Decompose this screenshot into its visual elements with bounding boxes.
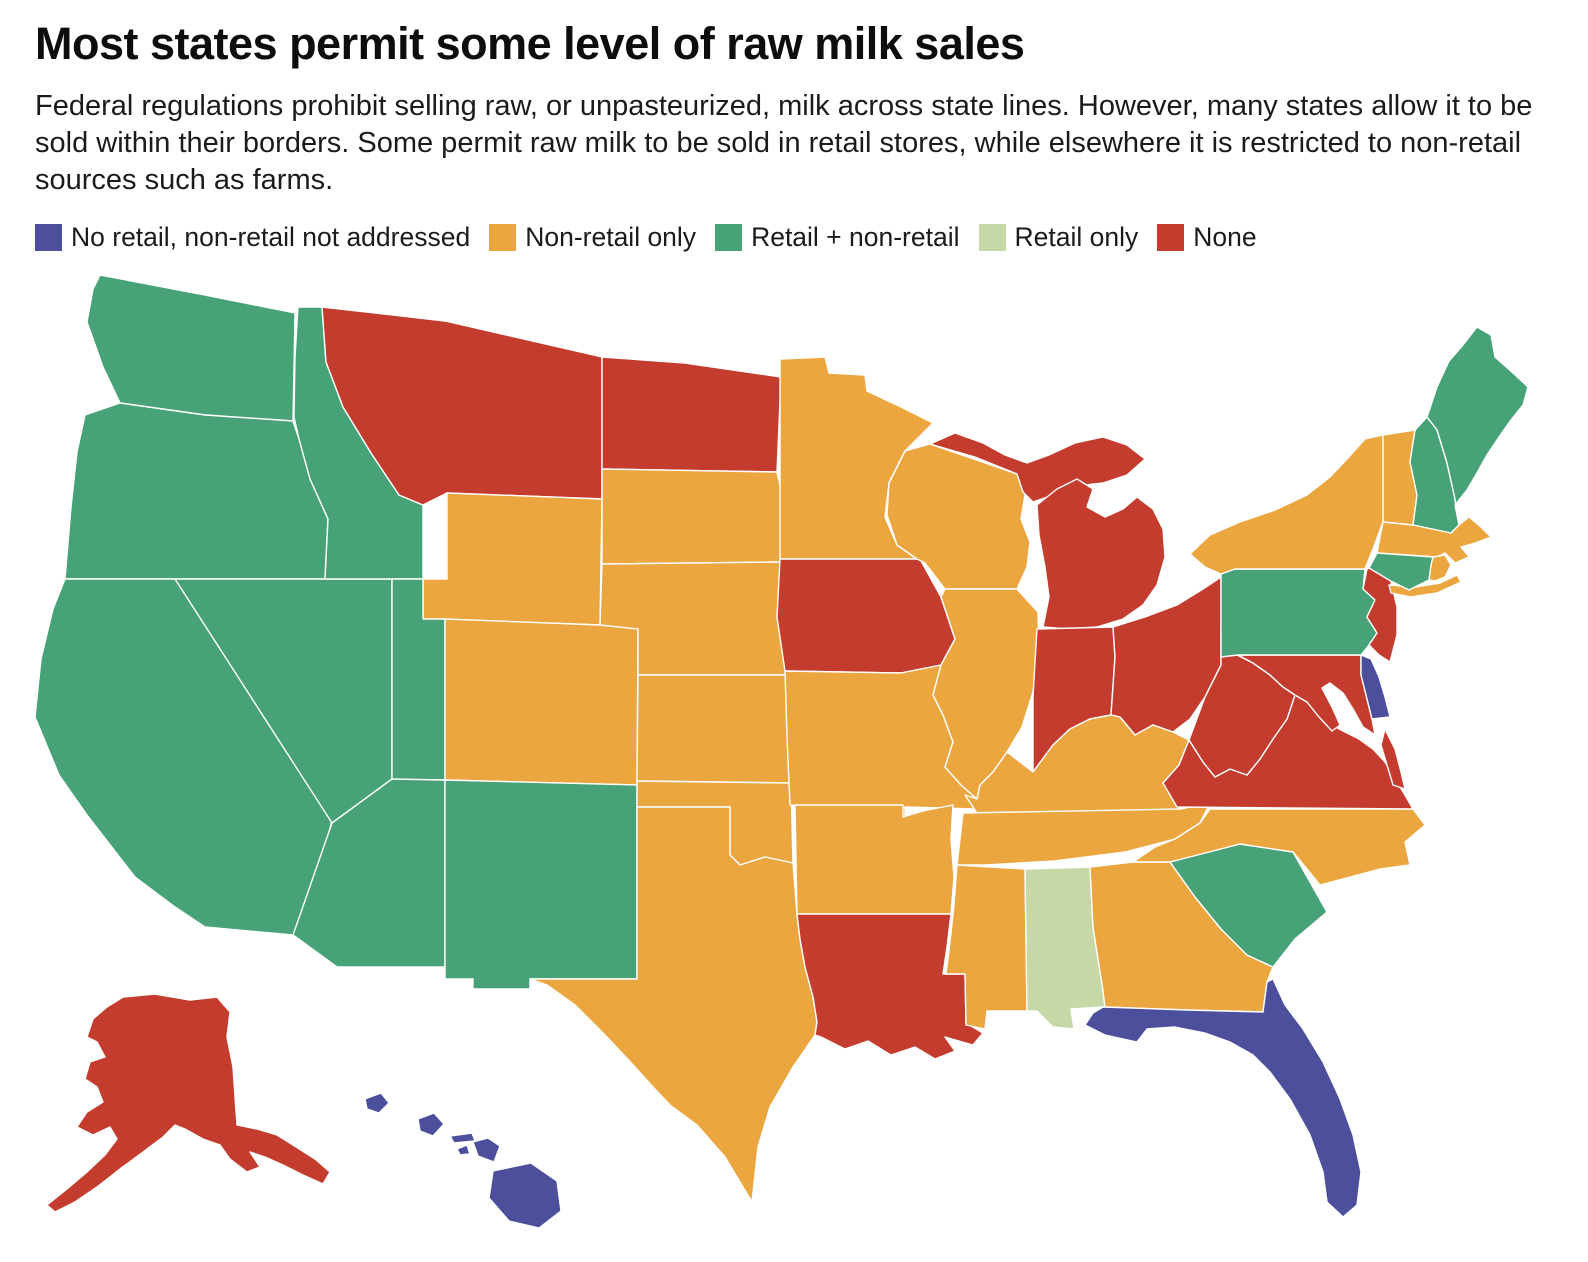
legend-item-retail-plus-non-retail: Retail + non-retail — [715, 222, 960, 253]
state-washington — [86, 274, 296, 422]
state-alaska — [46, 993, 331, 1213]
legend-item-no-retail-not-addressed: No retail, non-retail not addressed — [35, 222, 470, 253]
state-vermont — [1382, 429, 1418, 526]
page-title: Most states permit some level of raw mil… — [35, 18, 1025, 69]
state-michigan-upper-peninsula — [929, 432, 1146, 503]
legend-item-none: None — [1157, 222, 1257, 253]
state-north-dakota — [601, 356, 782, 473]
legend-label: Retail only — [1014, 222, 1139, 252]
state-wyoming — [422, 492, 603, 626]
state-new-york — [1189, 434, 1384, 575]
us-choropleth-map — [25, 267, 1588, 1257]
legend-label: Non-retail only — [525, 222, 697, 252]
state-virginia-eastern-shore — [1380, 728, 1406, 790]
state-arkansas — [794, 804, 955, 915]
state-hawaii-maui — [472, 1137, 501, 1163]
raw-milk-map-page: Most states permit some level of raw mil… — [0, 18, 1588, 1262]
state-montana — [321, 306, 603, 506]
state-new-jersey — [1362, 561, 1398, 663]
legend-swatch-light-green — [978, 224, 1006, 251]
state-new-york-long-island — [1388, 574, 1462, 598]
legend-label: No retail, non-retail not addressed — [71, 222, 471, 252]
state-rhode-island — [1428, 554, 1452, 582]
state-hawaii-lanai — [456, 1144, 471, 1156]
state-florida — [1084, 978, 1362, 1218]
legend-swatch-green — [715, 224, 743, 251]
legend-swatch-blue — [35, 224, 62, 251]
state-pennsylvania — [1220, 568, 1378, 658]
legend-swatch-orange — [489, 224, 517, 251]
state-hawaii-molokai — [449, 1132, 476, 1144]
state-kansas — [636, 674, 798, 784]
state-texas — [529, 806, 818, 1203]
legend-item-retail-only: Retail only — [978, 222, 1139, 253]
state-oregon — [64, 402, 329, 580]
state-hawaii-oahu — [417, 1112, 445, 1137]
state-michigan-lower-peninsula — [1036, 478, 1166, 630]
state-hawaii-kauai — [364, 1092, 390, 1114]
state-south-dakota — [601, 468, 786, 565]
legend-label: None — [1193, 222, 1257, 252]
state-delaware — [1360, 654, 1391, 720]
state-maine — [1426, 326, 1529, 526]
us-map-svg — [34, 274, 1529, 1229]
state-hawaii-big-island — [488, 1162, 562, 1229]
state-iowa — [776, 558, 956, 674]
legend-item-non-retail-only: Non-retail only — [489, 222, 696, 253]
legend-label: Retail + non-retail — [751, 222, 960, 252]
legend-swatch-red — [1157, 224, 1185, 251]
legend: No retail, non-retail not addressed Non-… — [35, 222, 1553, 253]
state-new-mexico — [444, 779, 638, 990]
page-description: Federal regulations prohibit selling raw… — [35, 90, 1533, 196]
state-colorado — [444, 618, 639, 786]
state-north-carolina — [1132, 808, 1426, 886]
